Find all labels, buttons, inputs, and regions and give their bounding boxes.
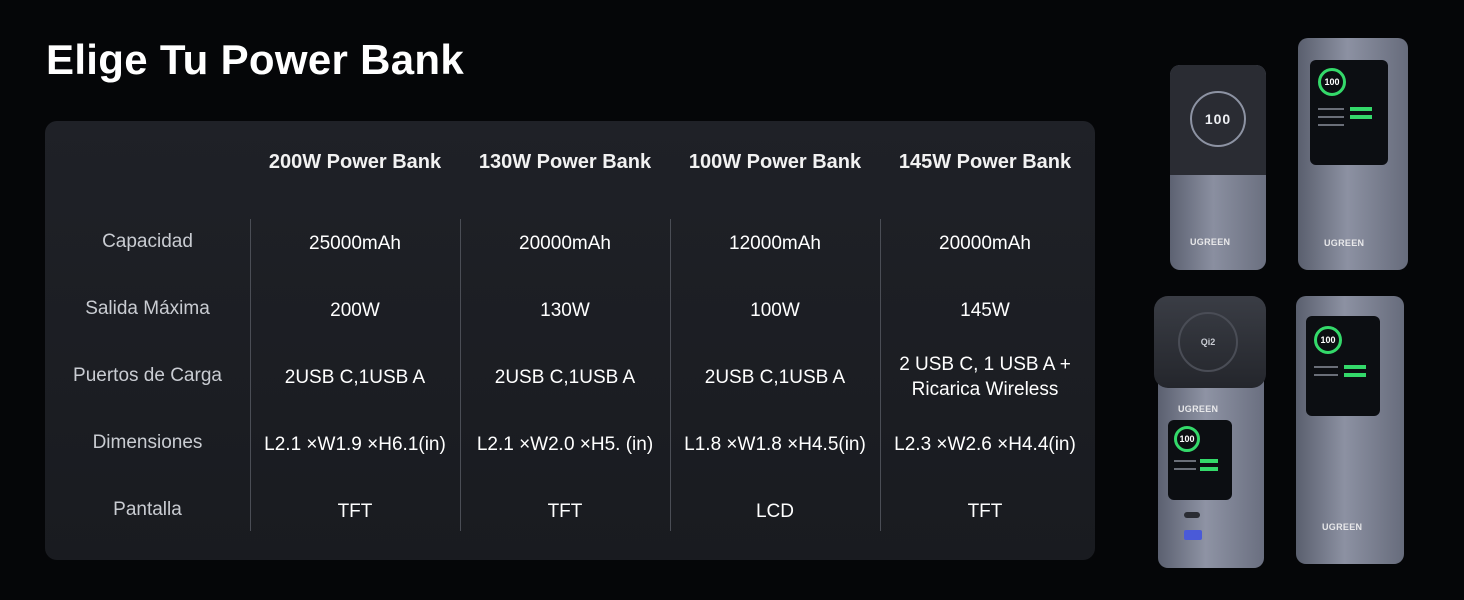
table-cell: 145W (960, 300, 1010, 321)
row-label-pantalla: Pantalla (113, 499, 182, 520)
brand-logo: UGREEN (1178, 404, 1219, 414)
tft-screen: 100 (1310, 60, 1388, 165)
column-divider (880, 219, 881, 531)
brand-logo: UGREEN (1324, 238, 1365, 248)
table-cell: 12000mAh (729, 233, 821, 254)
table-cell: 25000mAh (309, 233, 401, 254)
row-label-puertos-de-carga: Puertos de Carga (73, 365, 222, 386)
battery-percent-ring: 100 (1314, 326, 1342, 354)
table-cell: L2.1 ×W1.9 ×H6.1(in) (264, 434, 446, 455)
table-cell: 200W (330, 300, 380, 321)
tft-screen: 100 (1168, 420, 1232, 500)
digital-readout: 100 (1190, 91, 1246, 147)
table-cell: 130W (540, 300, 590, 321)
column-header-130w: 130W Power Bank (478, 151, 652, 173)
page-title: Elige Tu Power Bank (46, 36, 465, 83)
power-bank-200w-image: 100 UGREEN (1298, 38, 1408, 270)
table-cell: 20000mAh (519, 233, 611, 254)
usb-c-port (1184, 512, 1200, 518)
table-cell: 100W (750, 300, 800, 321)
column-divider (460, 219, 461, 531)
battery-percent-ring: 100 (1318, 68, 1346, 96)
table-cell: TFT (547, 501, 583, 522)
table-cell: TFT (337, 501, 373, 522)
column-header-200w: 200W Power Bank (268, 151, 442, 173)
comparison-table: 200W Power Bank 130W Power Bank 100W Pow… (45, 121, 1095, 560)
table-cell: 2 USB C, 1 USB A + Ricarica Wireless (899, 354, 1071, 400)
battery-percent-ring: 100 (1174, 426, 1200, 452)
table-cell: 2USB C,1USB A (704, 367, 846, 388)
table-cell: 2USB C,1USB A (284, 367, 426, 388)
table-cell: 2USB C,1USB A (494, 367, 636, 388)
product-images: 100 UGREEN 100 UGREEN Qi2 UGREEN 100 (1130, 30, 1430, 570)
tft-screen: 100 (1306, 316, 1380, 416)
power-bank-145w-image: Qi2 UGREEN 100 (1154, 296, 1266, 568)
power-bank-130w-image: 100 UGREEN (1296, 296, 1404, 564)
table-cell: 20000mAh (939, 233, 1031, 254)
column-divider (670, 219, 671, 531)
power-bank-100w-image: 100 UGREEN (1170, 65, 1266, 270)
column-header-145w: 145W Power Bank (898, 151, 1072, 173)
row-label-capacidad: Capacidad (102, 231, 193, 252)
usb-a-port (1184, 530, 1202, 540)
brand-logo: UGREEN (1190, 237, 1231, 247)
wireless-charging-pad: Qi2 (1154, 296, 1266, 388)
table-cell: L2.3 ×W2.6 ×H4.4(in) (894, 434, 1076, 455)
brand-logo: UGREEN (1322, 522, 1363, 532)
table-cell: L1.8 ×W1.8 ×H4.5(in) (684, 434, 866, 455)
table-cell: LCD (755, 501, 794, 522)
qi2-icon: Qi2 (1178, 312, 1238, 372)
table-cell: L2.1 ×W2.0 ×H5. (in) (476, 434, 654, 455)
table-cell: TFT (967, 501, 1003, 522)
column-divider (250, 219, 251, 531)
column-header-100w: 100W Power Bank (688, 151, 862, 173)
row-label-salida-maxima: Salida Máxima (85, 298, 210, 319)
row-label-dimensiones: Dimensiones (92, 432, 203, 453)
